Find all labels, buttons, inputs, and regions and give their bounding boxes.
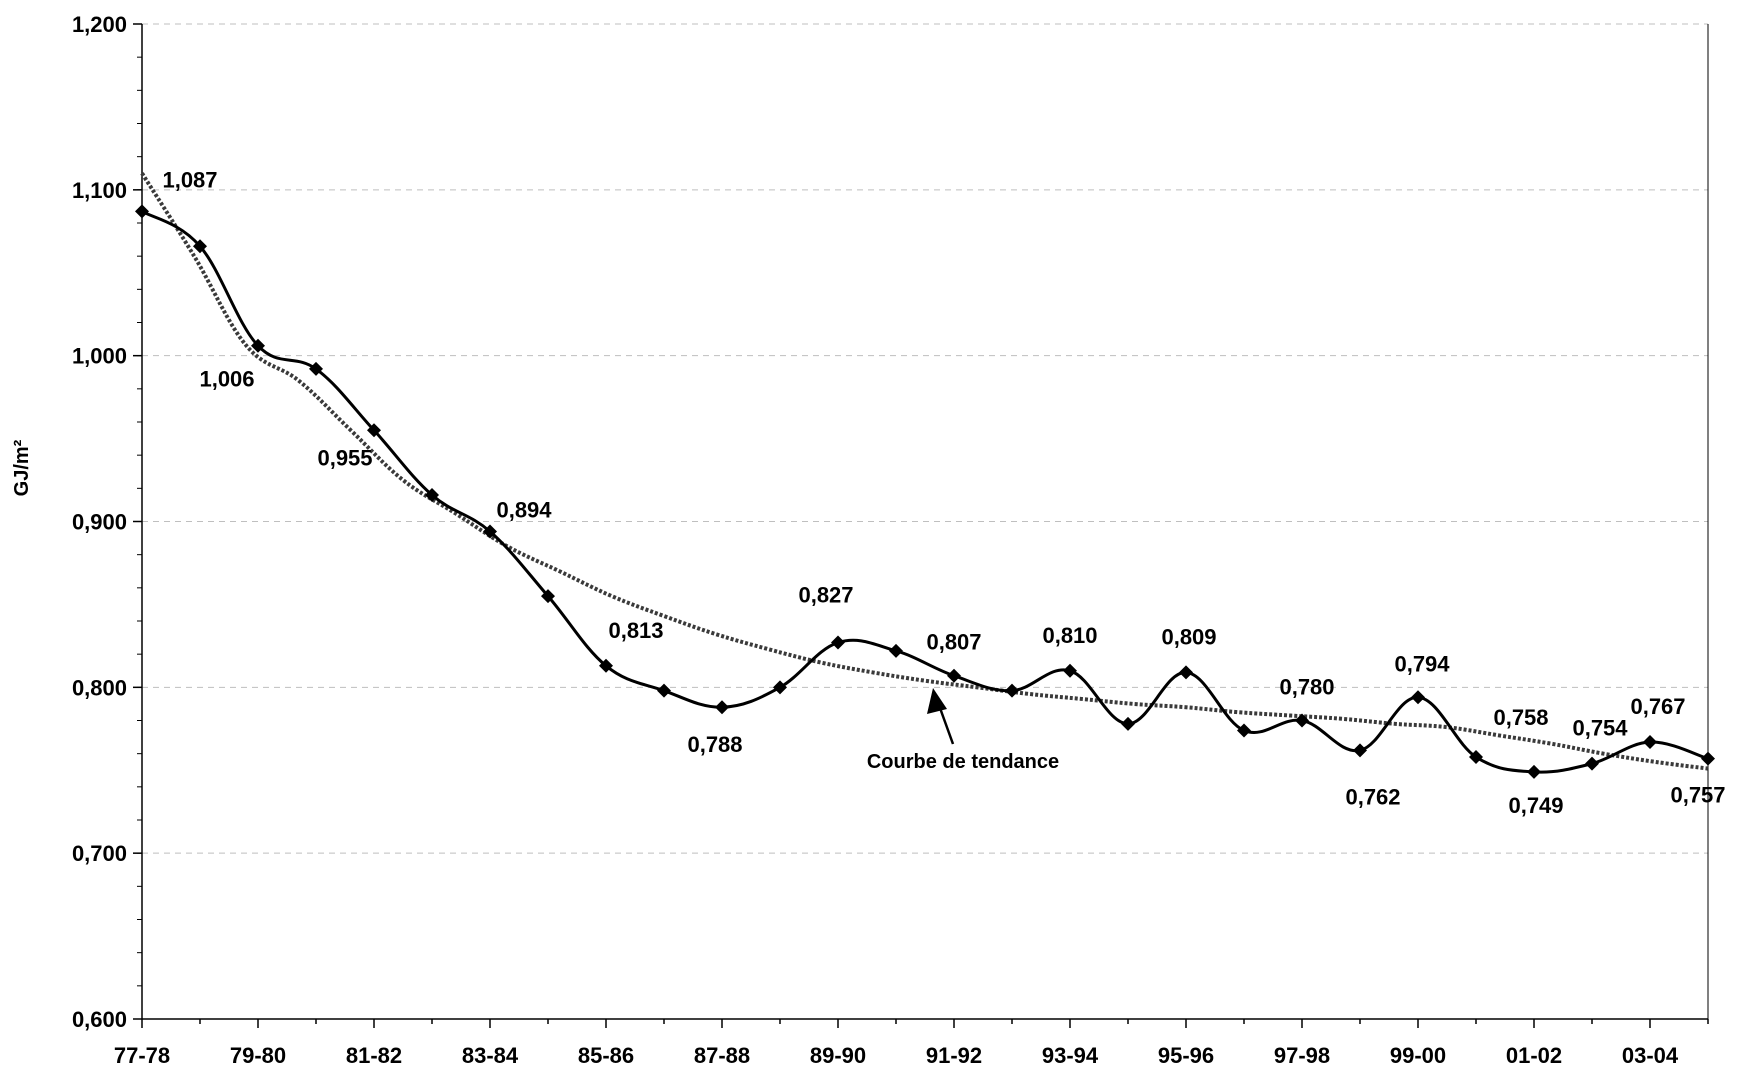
data-label: 1,006 <box>199 367 254 392</box>
data-point <box>135 204 149 219</box>
axes <box>133 23 1709 1028</box>
y-tick-label: 0,700 <box>72 841 127 866</box>
data-label: 0,827 <box>798 583 853 608</box>
data-label: 0,749 <box>1508 793 1563 818</box>
annotation-arrow-line <box>938 707 955 745</box>
trend-curve <box>140 172 1709 771</box>
x-tick-labels: 77-78 79-80 81-82 83-84 85-86 87-88 89-90 91-92… <box>114 1043 1679 1068</box>
data-label: 0,809 <box>1161 624 1216 649</box>
trend-line <box>140 172 1709 771</box>
data-label: 0,754 <box>1572 716 1628 741</box>
data-point <box>425 487 439 502</box>
data-point <box>715 700 729 715</box>
x-tick-label: 79-80 <box>230 1043 286 1068</box>
data-point <box>657 683 671 698</box>
x-tick-label: 93-94 <box>1042 1043 1099 1068</box>
grid-lines <box>142 23 1708 854</box>
data-point <box>1411 690 1425 705</box>
data-point <box>947 668 961 683</box>
data-point <box>1295 713 1309 728</box>
x-tick-label: 87-88 <box>694 1043 750 1068</box>
x-tick-label: 85-86 <box>578 1043 634 1068</box>
y-tick-label: 1,100 <box>72 178 127 203</box>
data-label: 0,767 <box>1630 694 1685 719</box>
y-tick-label: 0,800 <box>72 675 127 700</box>
data-label: 0,758 <box>1493 705 1548 730</box>
data-point <box>1585 756 1599 771</box>
data-label: 0,788 <box>687 732 742 757</box>
data-point <box>1179 665 1193 680</box>
x-tick-label: 95-96 <box>1158 1043 1214 1068</box>
data-label: 0,810 <box>1042 623 1097 648</box>
data-label: 1,087 <box>162 167 217 192</box>
y-tick-label: 0,900 <box>72 510 127 535</box>
data-point <box>367 423 381 438</box>
data-label: 0,813 <box>608 618 663 643</box>
data-point <box>1701 751 1715 766</box>
data-point <box>1237 723 1251 738</box>
data-label: 0,757 <box>1670 783 1725 808</box>
x-tick-label: 97-98 <box>1274 1043 1330 1068</box>
y-tick-label: 1,000 <box>72 344 127 369</box>
data-point <box>1121 716 1135 731</box>
data-point <box>251 338 265 353</box>
data-point <box>599 658 613 673</box>
data-point <box>193 239 207 254</box>
x-tick-label: 89-90 <box>810 1043 866 1068</box>
x-tick-label: 99-00 <box>1390 1043 1446 1068</box>
x-tick-label: 77-78 <box>114 1043 170 1068</box>
data-point <box>1063 663 1077 678</box>
data-label: 0,894 <box>496 497 552 522</box>
data-label: 0,955 <box>317 445 372 470</box>
data-point <box>1469 749 1483 764</box>
data-point <box>1005 683 1019 698</box>
data-point <box>309 361 323 376</box>
data-point <box>541 589 555 604</box>
y-tick-label: 0,600 <box>72 1007 127 1032</box>
data-labels: 1,087 1,006 0,955 0,894 0,813 0,788 0,827 0,807… <box>162 167 1725 818</box>
data-markers <box>135 204 1715 779</box>
y-tick-label: 1,200 <box>72 12 127 37</box>
x-tick-label: 01-02 <box>1506 1043 1562 1068</box>
annotation-text: Courbe de tendance <box>867 751 1059 773</box>
data-label: 0,780 <box>1279 675 1334 700</box>
x-tick-label: 83-84 <box>462 1043 519 1068</box>
data-label: 0,794 <box>1394 651 1450 676</box>
data-point <box>483 524 497 539</box>
data-label: 0,762 <box>1345 784 1400 809</box>
data-point <box>1527 764 1541 779</box>
trend-annotation: Courbe de tendance <box>867 688 1059 773</box>
series-line <box>141 210 1709 774</box>
annotation-arrow-head <box>927 688 947 714</box>
data-series <box>141 210 1709 774</box>
y-axis-label: GJ/m² <box>11 439 33 496</box>
y-tick-labels: 0,600 0,700 0,800 0,900 1,000 1,100 1,200 <box>72 12 127 1032</box>
data-point <box>773 680 787 695</box>
data-label: 0,807 <box>926 630 981 655</box>
data-point <box>1353 743 1367 758</box>
data-point <box>889 643 903 658</box>
x-tick-label: 81-82 <box>346 1043 402 1068</box>
data-point <box>1643 735 1657 750</box>
x-tick-label: 03-04 <box>1622 1043 1679 1068</box>
data-point <box>831 635 845 650</box>
x-tick-label: 91-92 <box>926 1043 982 1068</box>
